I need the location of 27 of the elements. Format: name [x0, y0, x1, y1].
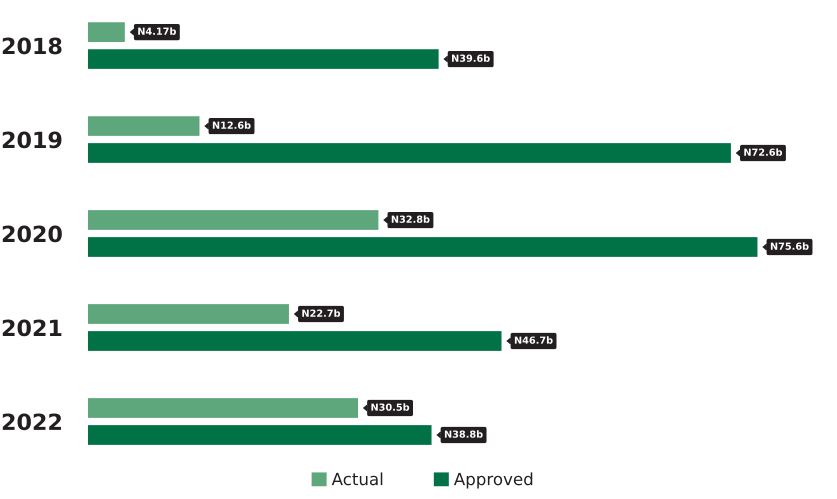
data-label: N4.17b [138, 27, 176, 35]
bar [88, 210, 378, 230]
data-label: N12.6b [212, 121, 251, 129]
data-label: N72.6b [744, 148, 782, 156]
y-tick-label: 2019 [2, 132, 62, 148]
y-tick-label: 2020 [2, 225, 62, 242]
bar [88, 425, 432, 445]
bar [88, 143, 731, 163]
y-tick-label: 2018 [2, 38, 62, 54]
data-label: N22.7b [302, 309, 340, 317]
data-label: N32.8b [392, 215, 430, 223]
y-tick-label: 2021 [2, 319, 62, 336]
bar [88, 22, 125, 42]
data-label: N39.6b [452, 54, 490, 62]
data-label: N30.5b [371, 403, 410, 411]
bar [88, 304, 289, 324]
bar [88, 49, 439, 69]
bar [88, 398, 358, 418]
data-label: N46.7b [514, 336, 553, 344]
y-tick-label: 2022 [2, 413, 61, 430]
legend-label: Approved [454, 472, 532, 489]
data-label: N38.8b [444, 430, 483, 438]
bar [88, 331, 502, 351]
data-label: N75.6b [770, 242, 809, 250]
bar [88, 116, 200, 136]
bar [88, 237, 758, 257]
legend-label: Actual [332, 472, 382, 486]
